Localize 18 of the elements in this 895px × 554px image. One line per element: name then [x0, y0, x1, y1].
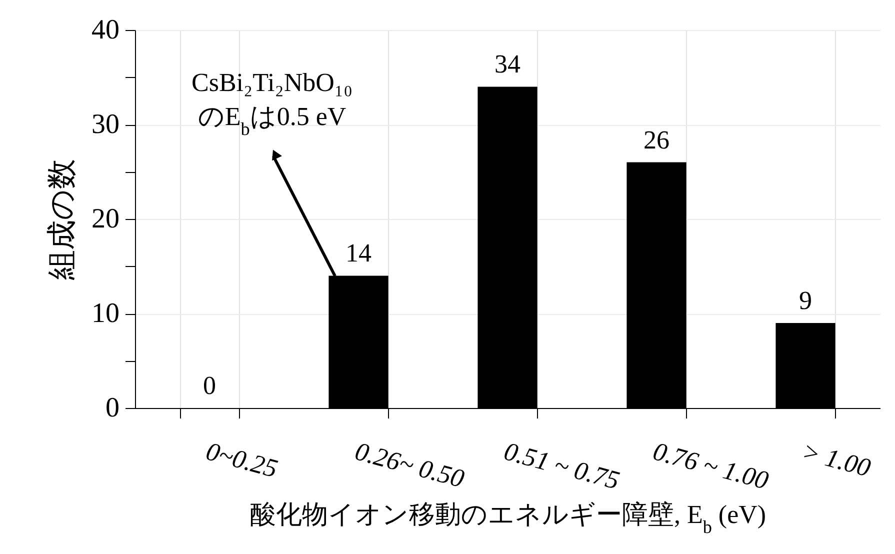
y-tick-label: 20	[92, 204, 120, 234]
data-label: 0	[203, 371, 216, 400]
x-axis-title: 酸化物イオン移動のエネルギー障壁, E$_{b}$ (eV)	[250, 500, 766, 538]
data-label: 14	[346, 238, 372, 268]
data-label: 34	[494, 50, 520, 79]
x-tick-label: > 1.00	[799, 436, 874, 483]
annotation: CsBi₂Ti₂NbO₁₀ のE$_{b}$は0.5 eV	[191, 68, 353, 139]
y-axis-title: 組成の数	[46, 159, 78, 281]
x-tick-label: 0~0.25	[203, 436, 281, 484]
data-label: 9	[799, 286, 812, 315]
y-tick-label: 30	[92, 109, 120, 140]
x-tick-label: 0.51 ~ 0.75	[501, 436, 623, 496]
x-tick-label: 0.26~ 0.50	[352, 436, 468, 494]
x-tick-label: 0.76 ~ 1.00	[650, 436, 772, 496]
y-tick-label: 10	[92, 298, 120, 329]
data-label: 26	[644, 125, 670, 154]
y-tick-label: 40	[92, 14, 120, 46]
y-tick-label: 0	[106, 392, 120, 424]
